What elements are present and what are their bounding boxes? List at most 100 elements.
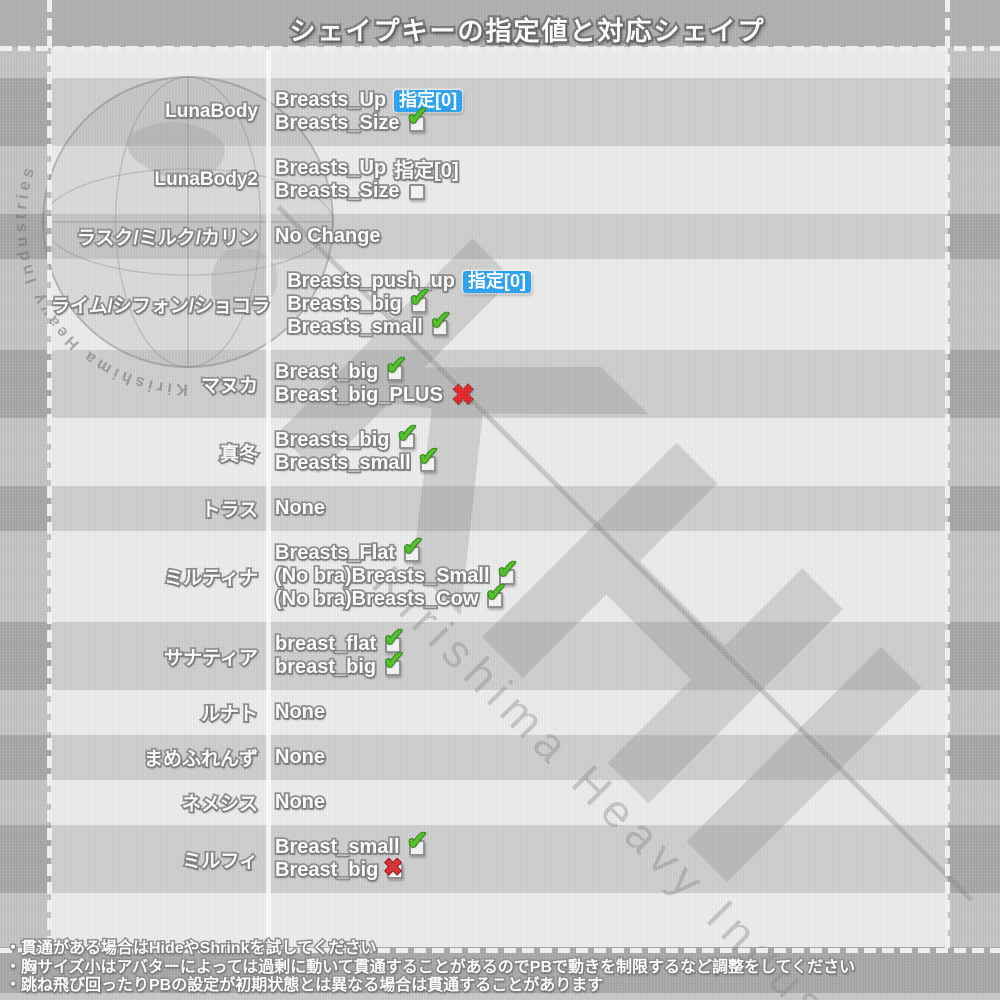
table-row: ネメシス None: [0, 780, 1000, 825]
footnotes: ・貫通がある場合はHideやShrinkを試してください ・胸サイズ小はアバター…: [3, 939, 856, 996]
checkbox-box: [498, 568, 515, 585]
shapekey-name: Breast_big: [273, 857, 380, 883]
shapekey-line: Breasts_Up 指定[0]: [273, 87, 463, 113]
check-icon: ✔: [496, 553, 520, 584]
shapekey-name: Breasts_Up: [273, 155, 388, 181]
checkbox-box: [487, 591, 504, 608]
avatar-name: ルナト: [199, 702, 260, 727]
table-row: LunaBody2 Breasts_Up 指定[0] Breasts_Size: [0, 146, 1000, 214]
check-icon: ✔: [417, 440, 441, 471]
shapekey-name: None: [273, 789, 327, 815]
checked-checkbox: ✔: [382, 623, 406, 653]
shapekey-name: Breast_big: [273, 359, 380, 385]
avatar-name: LunaBody: [163, 99, 259, 124]
empty-checkbox-icon: [408, 183, 425, 200]
check-icon: ✔: [384, 349, 408, 380]
shapekey-name: Breasts_small: [285, 314, 424, 340]
shapekey-name: Breasts_big: [273, 427, 391, 453]
column-divider: [266, 50, 271, 947]
shapekey-name: breast_flat: [273, 631, 378, 657]
checkbox-box: [387, 862, 404, 879]
checked-checkbox: ✔: [396, 419, 419, 449]
checked-checkbox: ✔: [496, 555, 519, 585]
avatar-name: ライム/シフォン/ショコラ: [49, 294, 272, 319]
table-row: ミルフィ Breast_small ✔ Breast_big ✖: [0, 825, 1000, 893]
checkbox-box: [408, 115, 425, 132]
table-row: ミルティナ Breasts_Flat ✔ (No bra)Breasts_Small ✔…: [0, 531, 1000, 622]
dashed-border-right: [945, 0, 950, 951]
spacer-band: [0, 47, 1000, 78]
shapekey-line: Breasts_small ✔: [285, 306, 531, 340]
check-icon: ✔: [406, 100, 430, 131]
checked-checkbox: ✔: [406, 826, 429, 856]
table-row: マヌカ Breast_big ✔ Breast_big_PLUS ✖: [0, 350, 1000, 418]
shapekey-name: Breast_small: [273, 834, 401, 860]
shapekey-line: Breasts_big ✔: [273, 419, 436, 453]
shapekey-name: Breasts_push_up: [285, 268, 456, 294]
shapekey-name: Breasts_big: [285, 291, 403, 317]
dashed-border-top: [0, 46, 1000, 51]
bottom-stripe: [0, 993, 1000, 1000]
avatar-name: サナティア: [162, 646, 259, 671]
page-title: シェイプキーの指定値と対応シェイプ: [287, 14, 766, 49]
shapekey-name: (No bra)Breasts_Cow: [273, 586, 480, 612]
cross-icon: ✖: [451, 379, 476, 410]
dashed-border-bottom: [0, 948, 1000, 953]
shapekey-name: None: [273, 699, 327, 725]
spec-badge: 指定[0]: [394, 89, 463, 112]
title-band: [0, 0, 1000, 47]
shapekey-line: breast_flat ✔: [273, 623, 406, 657]
shapekey-line: (No bra)Breasts_Small ✔: [273, 555, 519, 589]
checkbox-box: [398, 432, 415, 449]
checkbox-box: [385, 659, 402, 676]
checked-checkbox: ✔: [408, 283, 431, 313]
table-row: ラスク/ミルク/カリン No Change: [0, 214, 1000, 259]
shapekey-line: No Change: [273, 223, 382, 249]
cross-icon: ✖: [382, 853, 403, 880]
check-icon: ✔: [429, 304, 453, 335]
globe-watermark-icon: Kirishima Heavy Industries: [14, 76, 334, 396]
shapekey-name: No Change: [273, 223, 382, 249]
shapekey-line: Breast_small ✔: [273, 826, 429, 860]
avatar-name: ミルフィ: [181, 849, 260, 874]
shapekey-line: Breasts_Up 指定[0]: [273, 155, 460, 184]
shapekey-name: (No bra)Breasts_Small: [273, 563, 491, 589]
table-row: まめふれんず None: [0, 735, 1000, 780]
shapekey-line: None: [273, 789, 327, 815]
check-icon: ✔: [484, 576, 508, 607]
avatar-name: マヌカ: [199, 374, 260, 399]
shapekey-name: Breasts_Up: [273, 87, 388, 113]
check-icon: ✔: [382, 644, 406, 675]
shapekey-line: Breasts_push_up 指定[0]: [285, 268, 532, 294]
checked-checkbox: ✔: [406, 102, 429, 132]
shapekey-name: Breasts_Size: [273, 110, 401, 136]
avatar-name: LunaBody2: [153, 167, 260, 192]
shapekey-line: Breasts_big ✔: [285, 283, 531, 317]
shapekey-line: Breast_big ✔: [273, 351, 474, 385]
check-icon: ✔: [382, 621, 406, 652]
table-row: 真冬 Breasts_big ✔ Breasts_small ✔: [0, 418, 1000, 486]
table-row: LunaBody Breasts_Up 指定[0] Breasts_Size ✔: [0, 78, 1000, 146]
avatar-name: ネメシス: [180, 792, 260, 817]
checkbox-box: [419, 455, 436, 472]
table-row: トラス None: [0, 486, 1000, 531]
shapekey-name: Breast_big_PLUS: [273, 382, 444, 408]
shapekey-line: Breasts_Size ✔: [273, 102, 462, 136]
shapekey-table: LunaBody Breasts_Up 指定[0] Breasts_Size ✔ Luna…: [0, 47, 1000, 947]
checkbox-box: [431, 319, 448, 336]
checked-checkbox: ✔: [417, 442, 440, 472]
table-row: ルナト None: [0, 690, 1000, 735]
shapekey-line: Breast_big ✖: [273, 854, 425, 883]
shapekey-name: None: [273, 495, 327, 521]
shapekey-name: Breasts_Size: [273, 178, 401, 204]
table-row: ライム/シフォン/ショコラ Breasts_push_up 指定[0] Breasts…: [0, 259, 1000, 350]
shapekey-line: breast_big ✔: [273, 646, 406, 680]
checkbox-box: [404, 545, 421, 562]
avatar-name: まめふれんず: [142, 747, 260, 772]
shapekey-line: Breasts_Size: [273, 178, 459, 204]
check-icon: ✔: [396, 417, 420, 448]
crossed-checkbox: ✖: [382, 854, 404, 879]
bottom-band: [0, 947, 1000, 1000]
spec-badge: 指定[0]: [463, 270, 532, 293]
